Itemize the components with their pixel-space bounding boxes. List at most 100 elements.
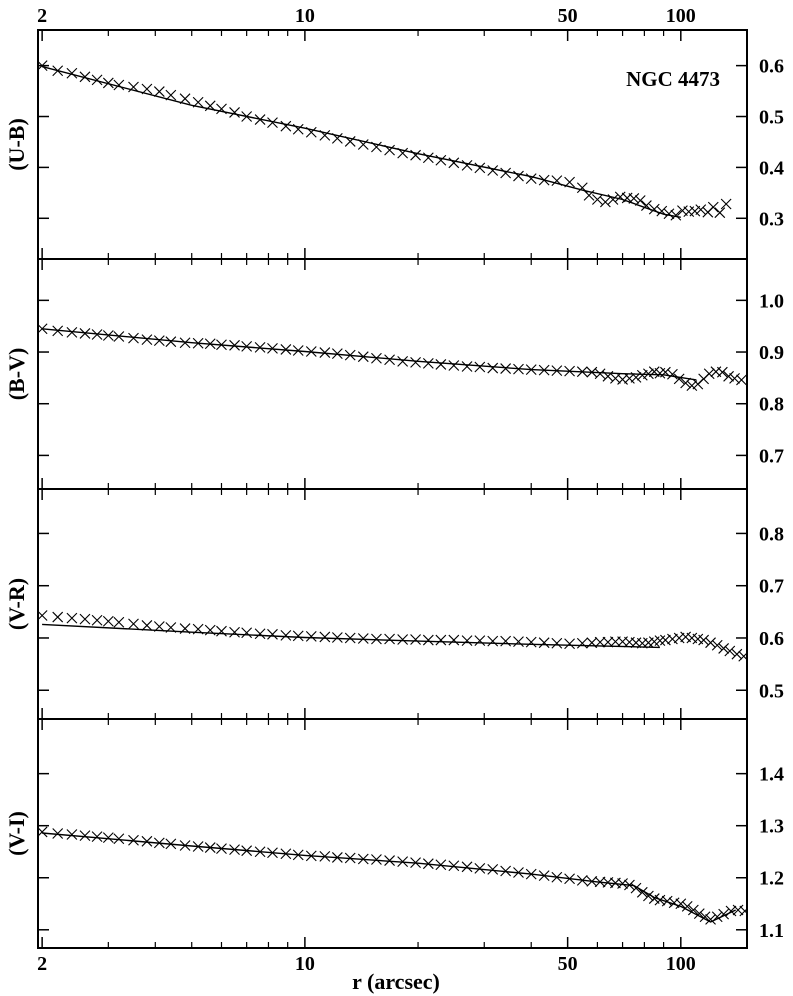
data-point-marker: [397, 634, 409, 645]
data-point-marker: [705, 637, 716, 649]
data-point-marker: [675, 898, 687, 910]
data-point-marker: [564, 638, 575, 650]
y-tick-label: 1.2: [759, 868, 784, 890]
x-tick-label-bottom: 2: [37, 953, 47, 975]
data-point-marker: [102, 77, 114, 89]
data-point-marker: [487, 165, 499, 176]
data-point-marker: [422, 358, 434, 369]
x-tick-label-top: 10: [295, 5, 315, 27]
data-point-marker: [687, 904, 699, 916]
data-point-marker: [474, 162, 486, 174]
data-point-marker: [624, 373, 635, 384]
data-point-marker: [371, 633, 382, 645]
data-point-marker: [113, 616, 125, 628]
data-point-marker: [663, 208, 675, 220]
data-point-marker: [576, 637, 588, 649]
x-tick-label-bottom: 50: [558, 953, 578, 975]
data-point-marker: [79, 71, 91, 83]
data-point-marker: [698, 634, 710, 646]
data-point-marker: [422, 634, 434, 646]
y-tick-label: 1.4: [759, 764, 784, 786]
model-fit-line: [41, 65, 681, 218]
data-point-marker: [384, 354, 395, 366]
data-point-marker: [513, 170, 524, 182]
data-point-marker: [435, 154, 447, 166]
data-point-marker: [474, 361, 486, 373]
data-point-marker: [128, 81, 139, 93]
data-point-marker: [448, 157, 460, 169]
x-tick-label-bottom: 10: [295, 953, 315, 975]
x-tick-label-top: 2: [37, 5, 47, 27]
panel-frame: [37, 718, 748, 949]
data-point-marker: [241, 627, 253, 639]
data-point-marker: [634, 195, 646, 206]
data-point-marker: [731, 648, 743, 660]
data-point-marker: [695, 204, 707, 216]
data-point-marker: [39, 610, 48, 621]
panels: 0.3 0.4 0.5 0.6 (U-B) NGC 4473 0.7 0.8 0.9 1.0 (B-…: [4, 29, 784, 949]
galaxy-name: NGC 4473: [626, 67, 720, 91]
data-point-marker: [254, 628, 266, 640]
data-point-marker: [66, 67, 78, 79]
data-point-marker: [617, 374, 628, 385]
data-point-marker: [592, 194, 603, 205]
data-point-marker: [461, 159, 473, 171]
panel-3: 0.5 0.6 0.7 0.8 (V-R): [4, 488, 784, 720]
data-point-marker: [292, 630, 304, 642]
data-point-marker: [331, 348, 343, 359]
data-point-marker: [500, 363, 512, 374]
data-point-marker: [736, 374, 746, 386]
data-point-marker: [670, 209, 682, 221]
data-point-marker: [344, 632, 356, 644]
data-point-marker: [66, 829, 78, 840]
data-point-marker: [331, 632, 343, 643]
panel-frame: [37, 29, 748, 260]
data-point-marker: [128, 618, 139, 630]
data-point-marker: [435, 359, 447, 370]
data-point-marker: [461, 361, 473, 372]
data-point-marker: [461, 635, 473, 646]
y-tick-label: 0.4: [759, 157, 784, 179]
y-tick-label: 0.6: [759, 56, 784, 78]
y-axis-label: (V-R): [4, 578, 29, 630]
y-tick-label: 0.6: [759, 628, 784, 650]
data-point-marker: [448, 360, 460, 371]
data-point-marker: [397, 355, 409, 367]
y-tick-label: 0.3: [759, 208, 784, 230]
plot-area: [39, 826, 746, 925]
data-point-marker: [79, 613, 91, 625]
data-point-marker: [267, 117, 278, 129]
y-tick-label: 0.7: [759, 576, 784, 598]
data-point-marker: [720, 198, 732, 210]
data-point-marker: [729, 373, 740, 384]
data-point-marker: [52, 828, 64, 839]
data-point-marker: [39, 60, 48, 72]
data-point-marker: [673, 373, 685, 385]
data-point-marker: [667, 633, 678, 645]
data-point-marker: [39, 826, 48, 838]
plot-area: [39, 610, 746, 662]
data-point-marker: [435, 634, 447, 646]
data-point-marker: [305, 631, 317, 642]
data-point-marker: [538, 637, 550, 649]
top-x-tick-labels: 2 2 10 10 50 50 100 100: [37, 5, 696, 975]
data-point-marker: [680, 377, 692, 389]
data-point-marker: [91, 831, 103, 843]
plot-area: [39, 323, 746, 392]
data-point-marker: [686, 380, 698, 392]
data-point-marker: [500, 167, 512, 179]
data-point-marker: [636, 369, 648, 381]
y-axis-label: (B-V): [4, 348, 29, 401]
data-point-marker: [91, 614, 103, 626]
data-point-marker: [91, 74, 103, 86]
y-tick-label: 0.8: [759, 523, 784, 545]
data-point-marker: [724, 645, 736, 657]
data-point-marker: [667, 368, 678, 380]
data-point-marker: [739, 905, 746, 917]
data-point-marker: [513, 636, 524, 648]
data-point-marker: [617, 878, 628, 889]
data-point-marker: [707, 201, 719, 213]
data-point-marker: [229, 107, 240, 118]
data-point-marker: [703, 368, 715, 380]
